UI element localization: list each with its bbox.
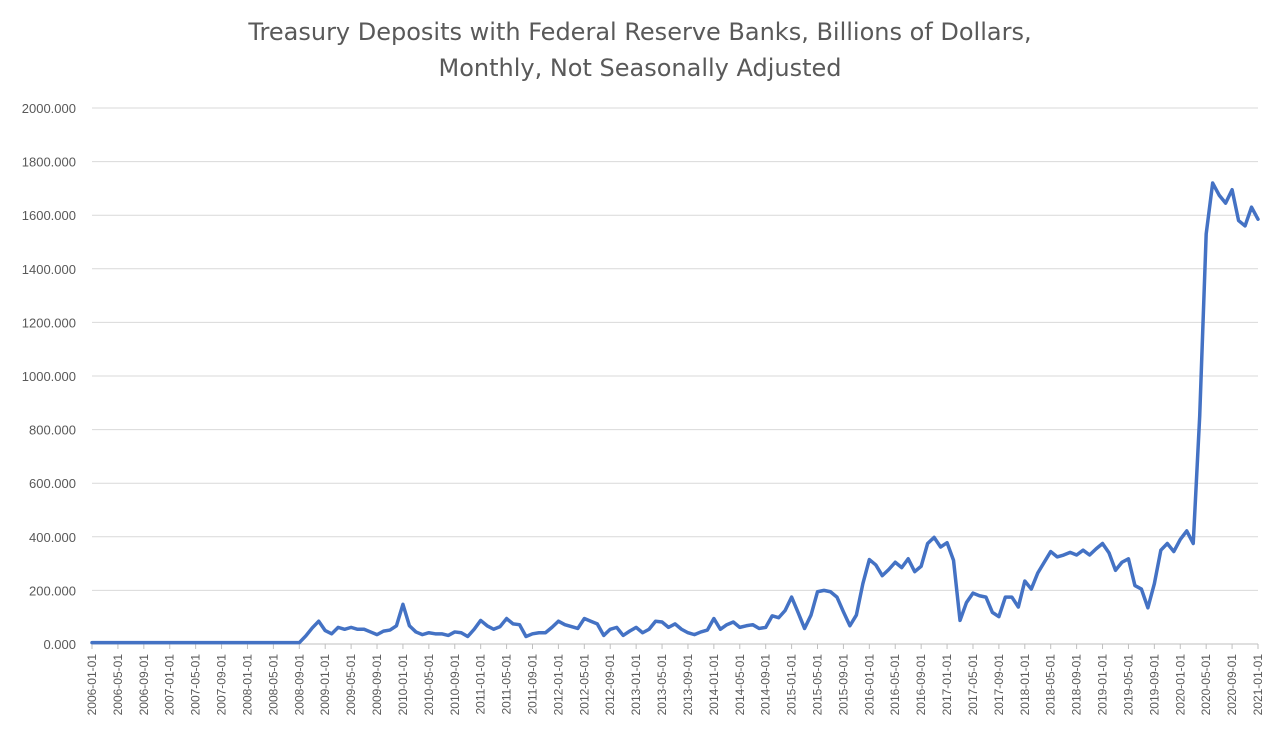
x-tick-label: 2007-09-01	[215, 654, 229, 716]
x-tick-label: 2012-09-01	[603, 654, 617, 716]
x-tick-label: 2012-05-01	[577, 654, 591, 716]
gridlines	[92, 107, 1258, 645]
x-tick-label: 2020-05-01	[1199, 654, 1213, 716]
x-tick-label: 2008-01-01	[240, 654, 254, 716]
x-tick-label: 2020-09-01	[1225, 654, 1239, 716]
x-tick-label: 2018-01-01	[1018, 654, 1032, 716]
x-tick-label: 2011-01-01	[474, 654, 488, 715]
series-layer	[90, 181, 1260, 645]
x-tick-label: 2016-09-01	[914, 654, 928, 716]
y-tick-label: 600.000	[29, 476, 76, 491]
x-tick-label: 2018-09-01	[1070, 654, 1084, 716]
x-tick-label: 2013-01-01	[629, 654, 643, 716]
x-tick-label: 2011-05-01	[500, 654, 514, 715]
x-tick-label: 2014-01-01	[707, 654, 721, 716]
y-tick-label: 1600.000	[22, 208, 76, 223]
x-tick-label: 2021-01-01	[1251, 654, 1265, 716]
x-tick-label: 2016-05-01	[888, 654, 902, 716]
y-tick-label: 400.000	[29, 530, 76, 545]
y-tick-label: 800.000	[29, 423, 76, 438]
x-tick-label: 2009-01-01	[318, 654, 332, 716]
x-tick-label: 2016-01-01	[862, 654, 876, 716]
x-axis-ticks: 2006-01-01 2006-05-01 2006-09-01 2007-01-01…	[85, 644, 1265, 715]
x-tick-label: 2018-05-01	[1044, 654, 1058, 716]
x-tick-label: 2006-05-01	[111, 654, 125, 716]
y-tick-label: 1000.000	[22, 369, 76, 384]
y-tick-label: 2000.000	[22, 101, 76, 116]
x-tick-label: 2006-01-01	[85, 654, 99, 716]
x-tick-label: 2017-05-01	[966, 654, 980, 716]
x-tick-label: 2014-05-01	[733, 654, 747, 716]
x-tick-label: 2013-09-01	[681, 654, 695, 716]
x-tick-label: 2014-09-01	[759, 654, 773, 716]
x-tick-label: 2008-09-01	[292, 654, 306, 716]
x-tick-label: 2009-05-01	[344, 654, 358, 716]
x-tick-label: 2006-09-01	[137, 654, 151, 716]
y-tick-label: 0.000	[43, 637, 76, 652]
y-tick-label: 200.000	[29, 583, 76, 598]
x-tick-label: 2011-09-01	[525, 654, 539, 715]
y-tick-label: 1400.000	[22, 262, 76, 277]
x-tick-label: 2017-09-01	[992, 654, 1006, 716]
x-tick-label: 2010-05-01	[422, 654, 436, 716]
x-tick-label: 2009-09-01	[370, 654, 384, 716]
x-tick-label: 2020-01-01	[1173, 654, 1187, 716]
x-tick-label: 2019-09-01	[1147, 654, 1161, 716]
x-tick-label: 2013-05-01	[655, 654, 669, 716]
x-tick-label: 2019-01-01	[1096, 654, 1110, 716]
y-axis-ticks: 0.000 200.000 400.000 600.000 800.000 1000.00…	[22, 101, 76, 652]
x-tick-label: 2015-01-01	[785, 654, 799, 716]
x-tick-label: 2017-01-01	[940, 654, 954, 716]
y-tick-label: 1800.000	[22, 155, 76, 170]
x-tick-label: 2015-09-01	[836, 654, 850, 716]
x-tick-label: 2012-01-01	[551, 654, 565, 716]
y-tick-label: 1200.000	[22, 315, 76, 330]
x-tick-label: 2008-05-01	[266, 654, 280, 716]
series-line	[90, 181, 1260, 645]
chart-title: Treasury Deposits with Federal Reserve B…	[248, 18, 1032, 82]
x-tick-label: 2010-01-01	[396, 654, 410, 716]
x-tick-label: 2019-05-01	[1121, 654, 1135, 716]
x-tick-label: 2010-09-01	[448, 654, 462, 716]
x-tick-label: 2015-05-01	[811, 654, 825, 716]
x-tick-label: 2007-01-01	[163, 654, 177, 716]
x-tick-label: 2007-05-01	[189, 654, 203, 716]
